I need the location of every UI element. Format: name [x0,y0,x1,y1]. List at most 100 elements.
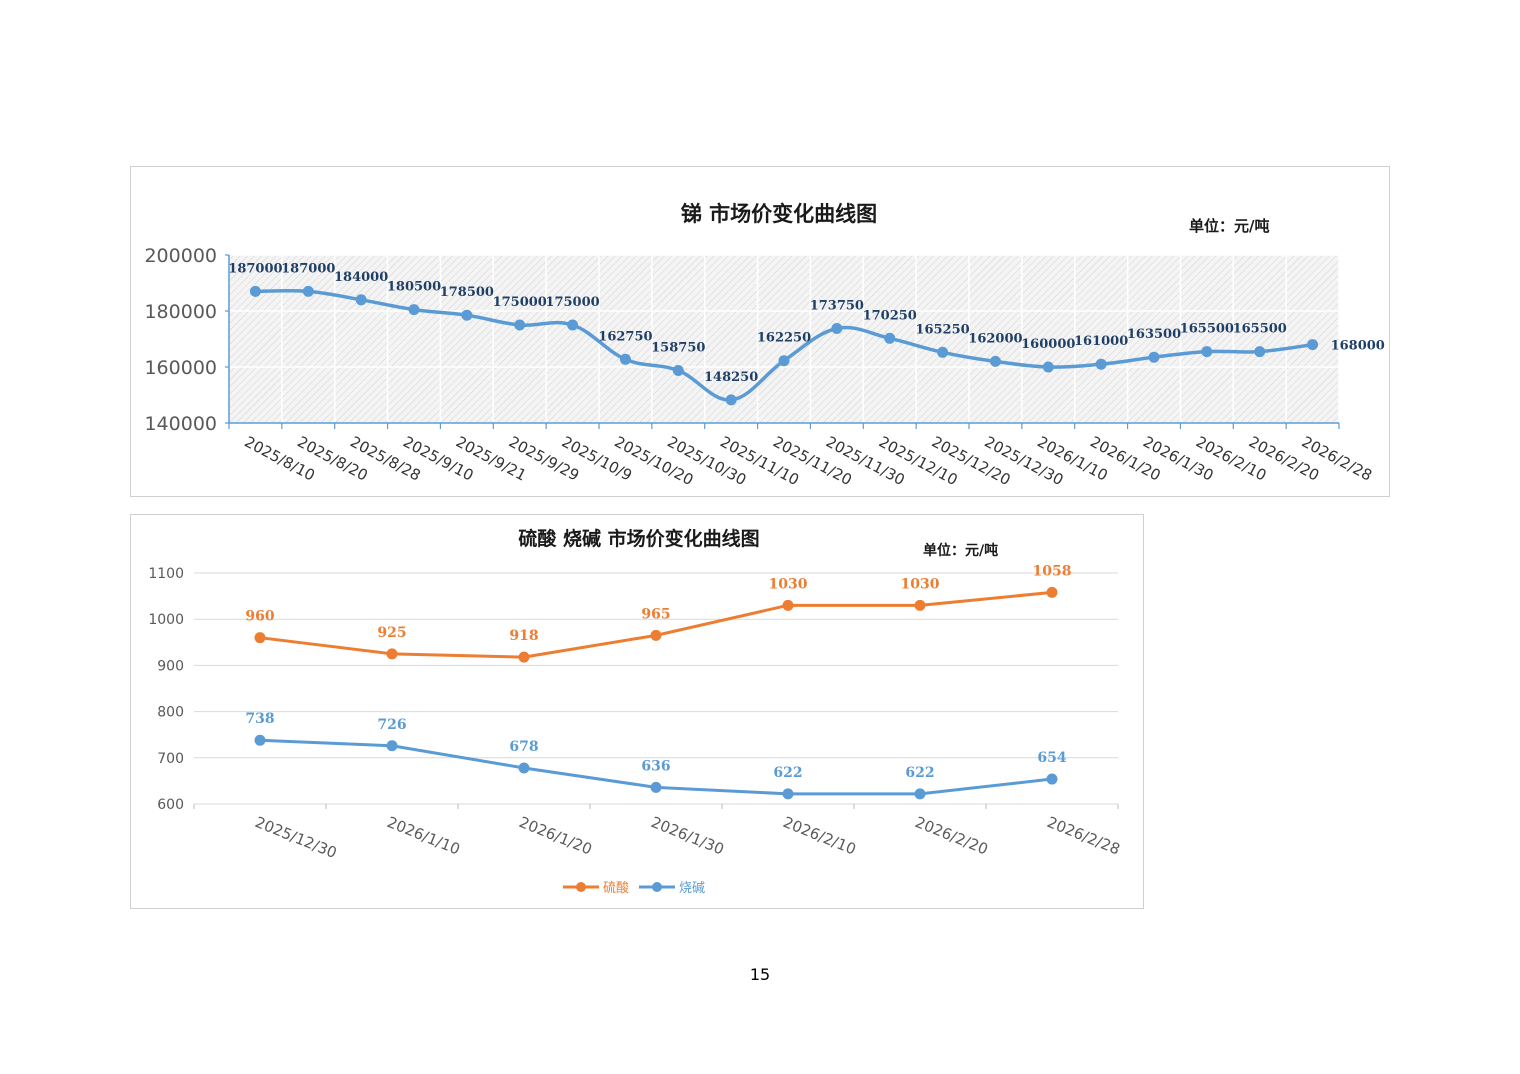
x-tick-label: 2026/2/10 [781,813,859,859]
data-point [1095,358,1107,370]
data-label: 165250 [915,322,969,337]
data-label: 1030 [769,576,808,592]
data-point [914,599,926,611]
data-point [725,394,737,406]
legend-item-caustic-soda: 烧碱 [639,881,705,896]
data-label: 187000 [281,261,335,276]
data-label: 175000 [545,295,599,310]
data-label: 1058 [1033,563,1072,579]
data-point [782,599,794,611]
x-tick-label: 2026/2/28 [1045,813,1123,859]
data-label: 162250 [757,331,811,346]
y-tick-label: 160000 [144,357,217,379]
data-point [408,304,420,316]
data-label: 726 [377,717,406,733]
data-point [672,365,684,376]
data-point [831,323,843,334]
y-tick-label: 900 [157,658,184,674]
data-label: 925 [377,625,406,641]
data-point [386,648,398,660]
acid-soda-chart-svg: 600 700 800 900 1000 1100 硫酸 烧碱 市场价变化曲线图单位：元/吨… [148,527,1123,896]
y-tick-label: 140000 [144,413,217,435]
data-point [1201,346,1213,358]
data-label: 960 [245,609,274,625]
data-point [1046,773,1058,785]
data-point [355,294,367,306]
y-tick-label: 180000 [144,301,217,323]
page-number: 15 [749,965,771,984]
data-label: 178500 [440,285,494,300]
data-label: 636 [641,758,670,774]
data-label: 918 [509,628,538,644]
data-label: 161000 [1074,334,1128,349]
chart-title: 锑 市场价变化曲线图 [681,202,877,226]
data-label: 148250 [704,370,758,385]
data-label: 622 [773,765,802,781]
data-label: 678 [509,739,538,755]
data-point [302,285,314,297]
data-point [778,355,790,367]
data-point [1042,361,1054,373]
data-point [884,332,896,344]
plot-area [229,255,1339,423]
legend-marker [576,882,586,892]
data-label: 1030 [901,576,940,592]
data-label: 165500 [1180,322,1234,337]
data-label: 173750 [810,299,864,314]
unit-label: 单位：元/吨 [1189,217,1269,235]
data-label: 654 [1037,750,1066,766]
y-tick-label: 200000 [144,245,217,267]
x-tick-label: 2026/1/10 [385,813,463,859]
data-label: 187000 [228,261,282,276]
legend-label: 烧碱 [679,881,705,896]
data-point [514,319,526,331]
data-label: 163500 [1127,327,1181,342]
data-point [619,353,631,365]
data-label: 160000 [1021,337,1075,352]
legend-item-sulfuric-acid: 硫酸 [563,881,629,896]
legend-marker [652,882,662,892]
antimony-price-chart: 140000 160000 180000 200000 锑 市场价变化曲线图单位：元/吨… [130,166,1390,497]
data-label: 165500 [1233,322,1287,337]
data-label: 158750 [651,341,705,356]
x-tick-label: 2026/1/20 [517,813,595,859]
y-tick-label: 1100 [148,566,184,582]
data-point [254,632,266,644]
data-point [249,285,261,297]
y-tick-label: 600 [157,797,184,813]
data-point [989,355,1001,367]
data-label: 180500 [387,280,441,295]
data-label: 738 [245,711,274,727]
data-label: 170250 [863,308,917,323]
data-point [914,788,926,800]
chart-title: 硫酸 烧碱 市场价变化曲线图 [518,527,759,550]
data-point [518,762,530,774]
legend-label: 硫酸 [603,881,629,896]
data-point [650,629,662,641]
unit-label: 单位：元/吨 [923,542,998,559]
data-point [1307,339,1319,351]
data-label: 168000 [1331,339,1385,354]
data-point [1254,346,1266,358]
data-label: 162750 [598,329,652,344]
y-tick-label: 700 [157,751,184,767]
data-label: 162000 [968,331,1022,346]
data-point [1046,586,1058,598]
antimony-chart-svg: 140000 160000 180000 200000 锑 市场价变化曲线图单位：元/吨… [144,202,1385,489]
data-point [650,781,662,793]
y-tick-label: 800 [157,705,184,721]
sulfuric-acid-caustic-soda-chart: 600 700 800 900 1000 1100 硫酸 烧碱 市场价变化曲线图单位：元/吨… [130,514,1144,909]
data-label: 965 [641,606,670,622]
data-point [937,346,949,358]
x-tick-label: 2025/12/30 [253,813,340,862]
data-point [1148,351,1160,363]
y-tick-label: 1000 [148,612,184,628]
data-label: 184000 [334,270,388,285]
data-label: 175000 [493,295,547,310]
data-point [567,319,579,331]
data-point [386,740,398,752]
data-point [461,309,473,321]
x-tick-label: 2026/2/20 [913,813,991,859]
data-label: 622 [905,765,934,781]
data-point [518,651,530,663]
